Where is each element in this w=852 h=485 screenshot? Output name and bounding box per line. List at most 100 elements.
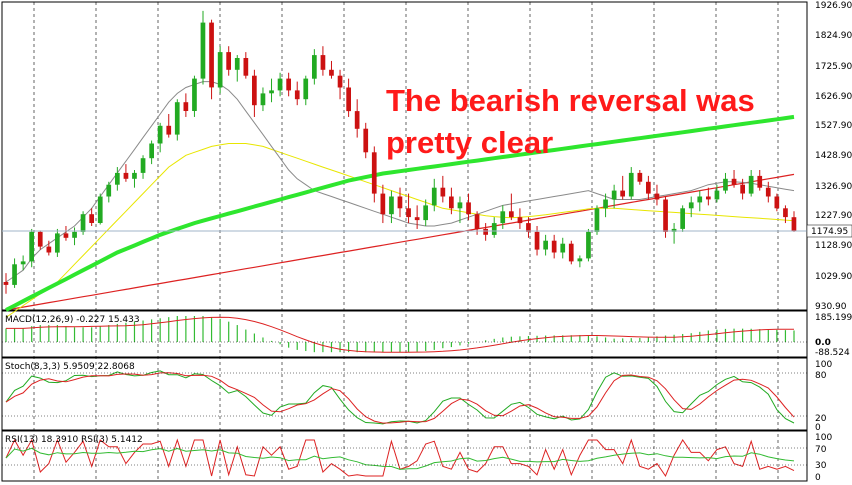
candle: [363, 122, 369, 159]
candle: [63, 226, 69, 241]
candle: [765, 181, 771, 203]
price-tick: 1029.90: [815, 272, 852, 282]
candle: [740, 178, 745, 200]
candle-body: [63, 233, 69, 238]
candle: [140, 155, 146, 179]
candle-body: [157, 125, 163, 144]
macd-label: MACD(12,26,9) -0.227 15.433: [5, 315, 140, 325]
stoch-d-line: [5, 372, 795, 424]
candle: [577, 255, 583, 268]
candle: [46, 240, 52, 256]
macd-signal-line: [6, 316, 795, 353]
candle-body: [226, 52, 231, 70]
candle-body: [474, 214, 480, 229]
candle-body: [423, 205, 428, 221]
candle: [483, 223, 488, 241]
candle-body: [560, 243, 566, 253]
rsi-fast-line: [5, 438, 795, 478]
candle: [217, 46, 223, 94]
candle-body: [192, 78, 197, 111]
candle: [337, 69, 343, 100]
candle-body: [440, 187, 446, 197]
candle: [157, 122, 163, 153]
candle-body: [260, 93, 266, 106]
candle-body: [380, 193, 386, 215]
candle: [491, 217, 497, 238]
candle: [371, 146, 377, 203]
candle-body: [200, 22, 206, 79]
candle-body: [731, 178, 737, 185]
candle-body: [654, 193, 660, 200]
candle: [603, 193, 608, 218]
candle: [440, 175, 446, 203]
candle: [260, 87, 266, 112]
candle: [380, 184, 386, 224]
candle: [192, 75, 197, 117]
candle-body: [637, 172, 643, 182]
price-tick: 1926.90: [815, 1, 852, 11]
candle-body: [217, 52, 223, 88]
candle: [29, 228, 34, 268]
candle: [312, 49, 317, 85]
candle-body: [346, 87, 351, 112]
candle: [166, 114, 172, 138]
candle-body: [397, 196, 403, 209]
candle: [3, 273, 9, 294]
candle: [286, 72, 291, 97]
candle-body: [115, 172, 120, 185]
price-tick: 1824.90: [815, 31, 852, 41]
candle: [791, 211, 797, 232]
candle: [37, 230, 43, 250]
candle: [20, 255, 26, 271]
candle: [12, 258, 17, 288]
candle: [106, 181, 112, 203]
candle: [748, 170, 754, 197]
candle-body: [89, 214, 94, 223]
candle-body: [748, 175, 754, 194]
ma-fast-line: [5, 81, 795, 283]
candle-body: [209, 22, 214, 88]
candle-body: [354, 111, 360, 129]
candle-body: [132, 172, 137, 179]
current-price-label: 1174.95: [811, 227, 848, 237]
price-tick: 1326.90: [815, 182, 852, 192]
candle-body: [526, 223, 531, 232]
candle-body: [389, 196, 394, 215]
candle-body: [277, 78, 283, 91]
stoch-tick: 80: [815, 371, 827, 381]
rsi-slow-line: [5, 447, 795, 470]
candle: [226, 46, 231, 76]
candle: [611, 184, 617, 209]
stoch-tick: 20: [815, 414, 827, 424]
rsi-tick: 30: [815, 461, 827, 471]
annotation-line-2: pretty clear: [386, 125, 553, 160]
candle-body: [466, 202, 471, 215]
candle: [706, 187, 711, 206]
candle: [586, 228, 591, 262]
candle-body: [577, 258, 583, 262]
candle-body: [457, 202, 463, 209]
macd-tick: 185.199: [815, 313, 852, 323]
candle: [466, 193, 471, 221]
candle-body: [140, 158, 146, 173]
candle-body: [363, 128, 369, 153]
rsi-tick: 70: [815, 445, 827, 455]
price-axis: 1926.90 1824.90 1725.90 1626.90 1527.90 …: [815, 1, 852, 312]
candle: [346, 78, 351, 117]
candle: [680, 205, 685, 232]
candle: [89, 208, 94, 226]
candle-body: [414, 217, 420, 221]
candle: [757, 170, 763, 191]
candle: [252, 69, 257, 117]
candle-body: [757, 175, 763, 188]
candle: [132, 170, 137, 188]
candle-body: [329, 69, 334, 76]
candle: [697, 190, 703, 212]
candle-body: [688, 202, 694, 209]
candle-body: [765, 187, 771, 197]
candle-body: [697, 196, 703, 203]
candle-body: [183, 102, 189, 111]
candle: [783, 205, 788, 224]
